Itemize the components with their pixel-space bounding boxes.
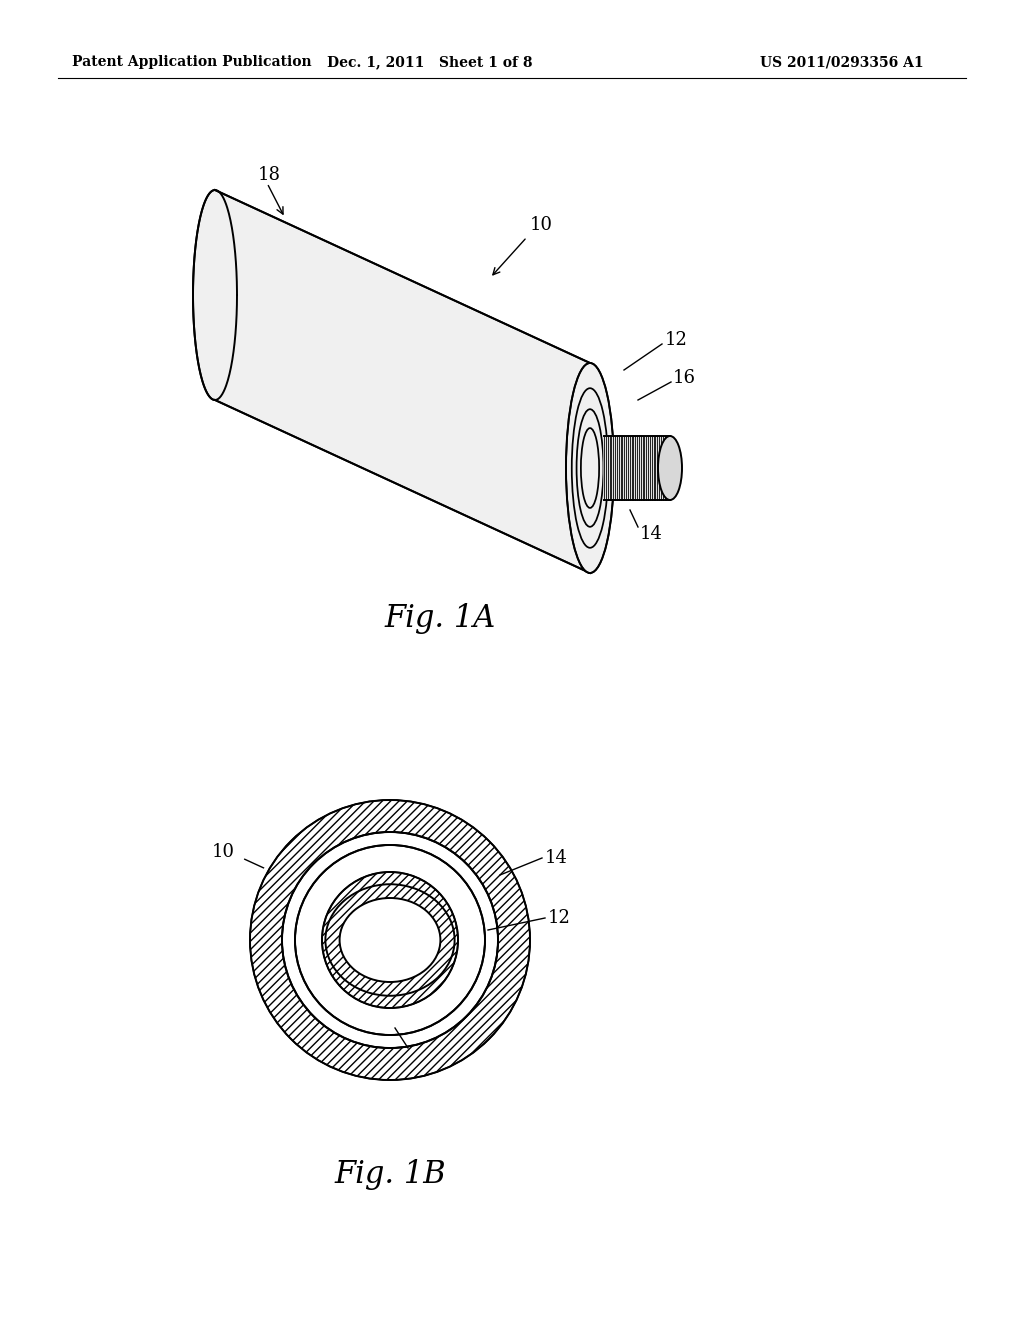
Text: 14: 14 xyxy=(640,525,663,543)
Circle shape xyxy=(245,795,535,1085)
Ellipse shape xyxy=(340,898,440,982)
Polygon shape xyxy=(193,190,612,573)
Ellipse shape xyxy=(658,436,682,500)
Text: 18: 18 xyxy=(258,166,281,183)
Text: Patent Application Publication: Patent Application Publication xyxy=(72,55,311,69)
Text: 14: 14 xyxy=(545,849,568,867)
Ellipse shape xyxy=(566,363,614,573)
Text: 10: 10 xyxy=(530,216,553,234)
Circle shape xyxy=(282,832,498,1048)
Circle shape xyxy=(362,912,418,968)
Text: US 2011/0293356 A1: US 2011/0293356 A1 xyxy=(760,55,924,69)
Text: 16: 16 xyxy=(673,370,696,387)
Text: 10: 10 xyxy=(212,843,234,861)
Text: 12: 12 xyxy=(548,909,570,927)
Text: Dec. 1, 2011   Sheet 1 of 8: Dec. 1, 2011 Sheet 1 of 8 xyxy=(328,55,532,69)
Text: Fig. 1A: Fig. 1A xyxy=(384,602,496,634)
Text: 12: 12 xyxy=(665,331,688,348)
Text: Fig. 1B: Fig. 1B xyxy=(334,1159,445,1191)
Polygon shape xyxy=(193,190,237,400)
Text: 18: 18 xyxy=(410,1045,433,1064)
Polygon shape xyxy=(604,436,682,500)
